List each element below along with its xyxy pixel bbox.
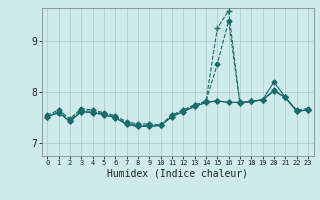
X-axis label: Humidex (Indice chaleur): Humidex (Indice chaleur) [107,169,248,179]
